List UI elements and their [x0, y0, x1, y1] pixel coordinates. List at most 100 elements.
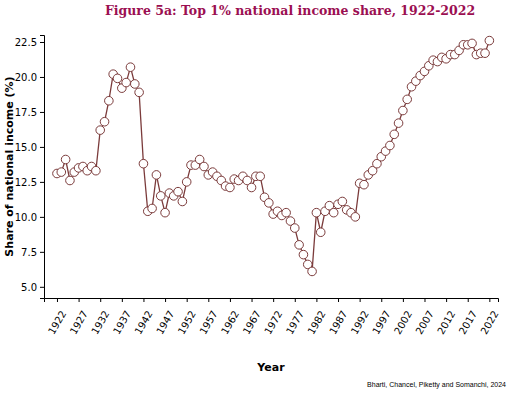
x-tick-label: 1947 — [154, 309, 176, 337]
point — [247, 183, 256, 192]
x-tick-label: 1932 — [89, 309, 111, 337]
point — [61, 155, 70, 164]
x-tick-mark — [79, 298, 80, 302]
point — [329, 208, 338, 217]
x-tick-mark — [316, 298, 317, 302]
x-tick-label: 1937 — [111, 309, 133, 337]
x-tick-label: 1997 — [370, 309, 392, 337]
point — [174, 187, 183, 196]
point — [312, 208, 321, 217]
y-tick: 20.0 — [15, 72, 44, 83]
x-tick-mark — [381, 298, 382, 302]
x-tick: 2002 — [392, 298, 414, 336]
x-tick-label: 2017 — [457, 309, 479, 337]
point — [105, 96, 114, 105]
y-tick: 15.0 — [15, 142, 44, 153]
x-tick-label: 1957 — [197, 309, 219, 337]
x-tick-mark — [489, 298, 490, 302]
x-tick-label: 1987 — [327, 309, 349, 337]
y-tick: 10.0 — [15, 212, 44, 223]
point — [139, 159, 148, 168]
point — [182, 178, 191, 187]
x-tick-label: 1977 — [284, 309, 306, 337]
point — [148, 204, 157, 213]
point — [338, 197, 347, 206]
x-tick-label: 1962 — [219, 309, 241, 337]
y-tick: 7.5 — [21, 247, 44, 258]
x-axis-title: Year — [256, 361, 285, 374]
point — [290, 224, 299, 233]
x-tick: 1952 — [176, 298, 198, 336]
x-tick: 1967 — [241, 298, 263, 336]
x-tick: 1987 — [327, 298, 349, 336]
x-tick-mark — [403, 298, 404, 302]
point — [316, 228, 325, 237]
x-tick-mark — [143, 298, 144, 302]
point — [135, 88, 144, 97]
point — [399, 106, 408, 115]
point — [360, 180, 369, 189]
x-axis-line — [45, 299, 499, 303]
x-tick-mark — [122, 298, 123, 302]
y-tick-mark — [40, 112, 44, 113]
point — [403, 95, 412, 104]
point — [226, 183, 235, 192]
y-tick-mark — [40, 217, 44, 218]
x-tick-mark — [100, 298, 101, 302]
x-tick-label: 2012 — [435, 309, 457, 337]
y-axis-line — [40, 36, 45, 299]
x-tick-mark — [446, 298, 447, 302]
x-tick-label: 2022 — [478, 309, 500, 337]
point — [394, 119, 403, 128]
point — [265, 199, 274, 208]
point — [126, 63, 135, 72]
point — [295, 241, 304, 250]
point — [390, 130, 399, 139]
x-tick-mark — [424, 298, 425, 302]
y-tick-label: 20.0 — [15, 72, 37, 83]
y-tick-label: 7.5 — [21, 247, 37, 258]
y-tick-label: 17.5 — [15, 107, 37, 118]
x-tick: 2022 — [478, 298, 500, 336]
y-tick: 5.0 — [21, 282, 44, 293]
y-tick-mark — [40, 287, 44, 288]
point — [100, 117, 109, 126]
point — [131, 80, 140, 89]
x-tick-mark — [295, 298, 296, 302]
x-tick-label: 1942 — [133, 309, 155, 337]
point — [256, 172, 265, 181]
y-tick-label: 22.5 — [15, 37, 37, 48]
y-axis: 5.0 7.5 10.0 12.5 15.0 17.5 20.0 22.5 — [15, 36, 45, 299]
x-tick-label: 1952 — [176, 309, 198, 337]
x-tick-mark — [57, 298, 58, 302]
x-tick: 1957 — [197, 298, 219, 336]
y-tick-label: 10.0 — [15, 212, 37, 223]
point — [152, 171, 161, 180]
point — [485, 36, 494, 45]
x-tick: 1932 — [89, 298, 111, 336]
y-tick-mark — [40, 252, 44, 253]
y-tick-mark — [40, 77, 44, 78]
x-tick: 1962 — [219, 298, 241, 336]
y-tick-label: 5.0 — [21, 282, 37, 293]
title: Figure 5a: Top 1% national income share,… — [105, 3, 475, 18]
x-tick: 2012 — [435, 298, 457, 336]
point — [282, 208, 291, 217]
x-tick: 1997 — [370, 298, 392, 336]
x-tick: 2017 — [457, 298, 479, 336]
point — [113, 74, 122, 83]
x-tick: 1922 — [46, 298, 68, 336]
point — [351, 213, 360, 222]
y-tick-mark — [40, 42, 44, 43]
x-tick: 1982 — [305, 298, 327, 336]
x-tick-mark — [165, 298, 166, 302]
x-tick-label: 2007 — [414, 309, 436, 337]
y-tick-mark — [40, 182, 44, 183]
x-tick: 2007 — [414, 298, 436, 336]
y-tick-label: 12.5 — [15, 177, 37, 188]
point — [122, 78, 131, 87]
x-tick-mark — [468, 298, 469, 302]
point — [161, 208, 170, 217]
x-tick-mark — [252, 298, 253, 302]
x-tick-label: 2002 — [392, 309, 414, 337]
